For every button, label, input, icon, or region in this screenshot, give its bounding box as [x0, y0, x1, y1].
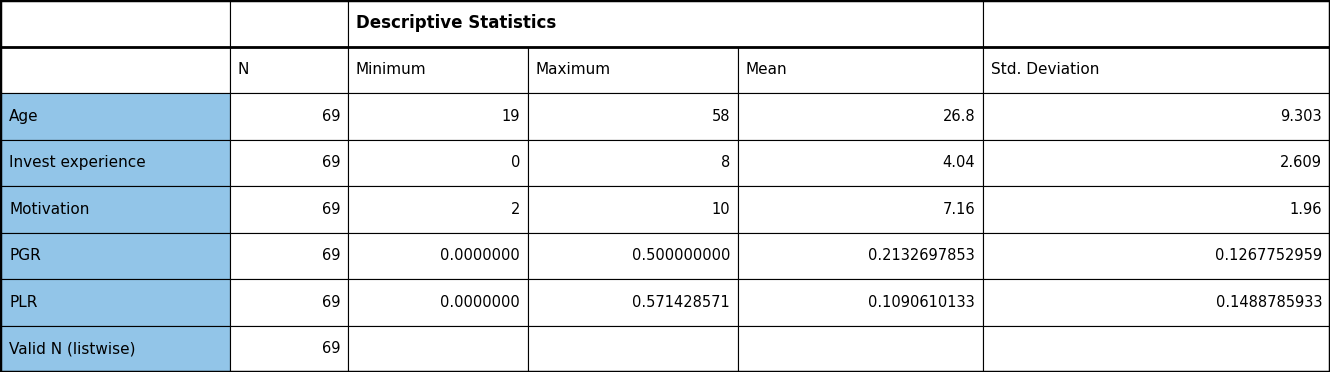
Bar	[528, 326, 738, 372]
Text: 69: 69	[322, 341, 340, 356]
Bar	[348, 46, 528, 93]
Text: N: N	[238, 62, 249, 77]
Text: 69: 69	[322, 295, 340, 310]
Bar	[738, 186, 983, 232]
Bar	[983, 326, 1330, 372]
Bar	[230, 186, 348, 232]
Bar	[348, 93, 528, 140]
Bar	[983, 46, 1330, 93]
Bar	[528, 93, 738, 140]
Bar	[230, 232, 348, 279]
Text: 0.1488785933: 0.1488785933	[1216, 295, 1322, 310]
Bar	[348, 326, 528, 372]
Text: 69: 69	[322, 202, 340, 217]
Text: Invest experience: Invest experience	[9, 155, 146, 170]
Text: Maximum: Maximum	[536, 62, 610, 77]
Bar	[528, 46, 738, 93]
Text: Valid N (listwise): Valid N (listwise)	[9, 341, 136, 356]
Text: 69: 69	[322, 109, 340, 124]
Text: 69: 69	[322, 248, 340, 263]
Text: Std. Deviation: Std. Deviation	[991, 62, 1100, 77]
Bar	[0, 279, 230, 326]
Bar	[230, 93, 348, 140]
Bar	[528, 232, 738, 279]
Bar	[0, 232, 230, 279]
Text: PLR: PLR	[9, 295, 37, 310]
Bar	[983, 93, 1330, 140]
Text: 0.0000000: 0.0000000	[440, 248, 520, 263]
Text: 19: 19	[501, 109, 520, 124]
Text: 2.609: 2.609	[1279, 155, 1322, 170]
Bar	[348, 0, 983, 46]
Bar	[348, 140, 528, 186]
Bar	[738, 232, 983, 279]
Bar	[0, 0, 230, 46]
Bar	[983, 186, 1330, 232]
Text: 10: 10	[712, 202, 730, 217]
Bar	[348, 186, 528, 232]
Text: 7.16: 7.16	[943, 202, 975, 217]
Bar	[0, 186, 230, 232]
Text: PGR: PGR	[9, 248, 41, 263]
Text: 8: 8	[721, 155, 730, 170]
Bar	[0, 326, 230, 372]
Text: 0.500000000: 0.500000000	[632, 248, 730, 263]
Text: 2: 2	[511, 202, 520, 217]
Text: Mean: Mean	[746, 62, 787, 77]
Bar	[528, 279, 738, 326]
Bar	[738, 93, 983, 140]
Text: 0.1267752959: 0.1267752959	[1214, 248, 1322, 263]
Text: 0.1090610133: 0.1090610133	[868, 295, 975, 310]
Text: 9.303: 9.303	[1281, 109, 1322, 124]
Bar	[0, 140, 230, 186]
Bar	[0, 93, 230, 140]
Bar	[738, 326, 983, 372]
Bar	[738, 46, 983, 93]
Bar	[528, 140, 738, 186]
Bar	[0, 46, 230, 93]
Text: Age: Age	[9, 109, 39, 124]
Text: 0.2132697853: 0.2132697853	[868, 248, 975, 263]
Bar	[348, 232, 528, 279]
Text: 0.571428571: 0.571428571	[632, 295, 730, 310]
Text: 69: 69	[322, 155, 340, 170]
Bar	[230, 326, 348, 372]
Bar	[230, 0, 348, 46]
Bar	[983, 279, 1330, 326]
Bar	[983, 232, 1330, 279]
Bar	[738, 140, 983, 186]
Text: 1.96: 1.96	[1290, 202, 1322, 217]
Bar	[528, 186, 738, 232]
Bar	[230, 46, 348, 93]
Text: 58: 58	[712, 109, 730, 124]
Bar	[983, 0, 1330, 46]
Text: 0: 0	[511, 155, 520, 170]
Text: 0.0000000: 0.0000000	[440, 295, 520, 310]
Bar	[230, 140, 348, 186]
Text: 26.8: 26.8	[943, 109, 975, 124]
Text: Minimum: Minimum	[356, 62, 427, 77]
Text: 4.04: 4.04	[943, 155, 975, 170]
Bar	[230, 279, 348, 326]
Text: Motivation: Motivation	[9, 202, 89, 217]
Bar	[738, 279, 983, 326]
Bar	[348, 279, 528, 326]
Text: Descriptive Statistics: Descriptive Statistics	[356, 14, 556, 32]
Bar	[983, 140, 1330, 186]
